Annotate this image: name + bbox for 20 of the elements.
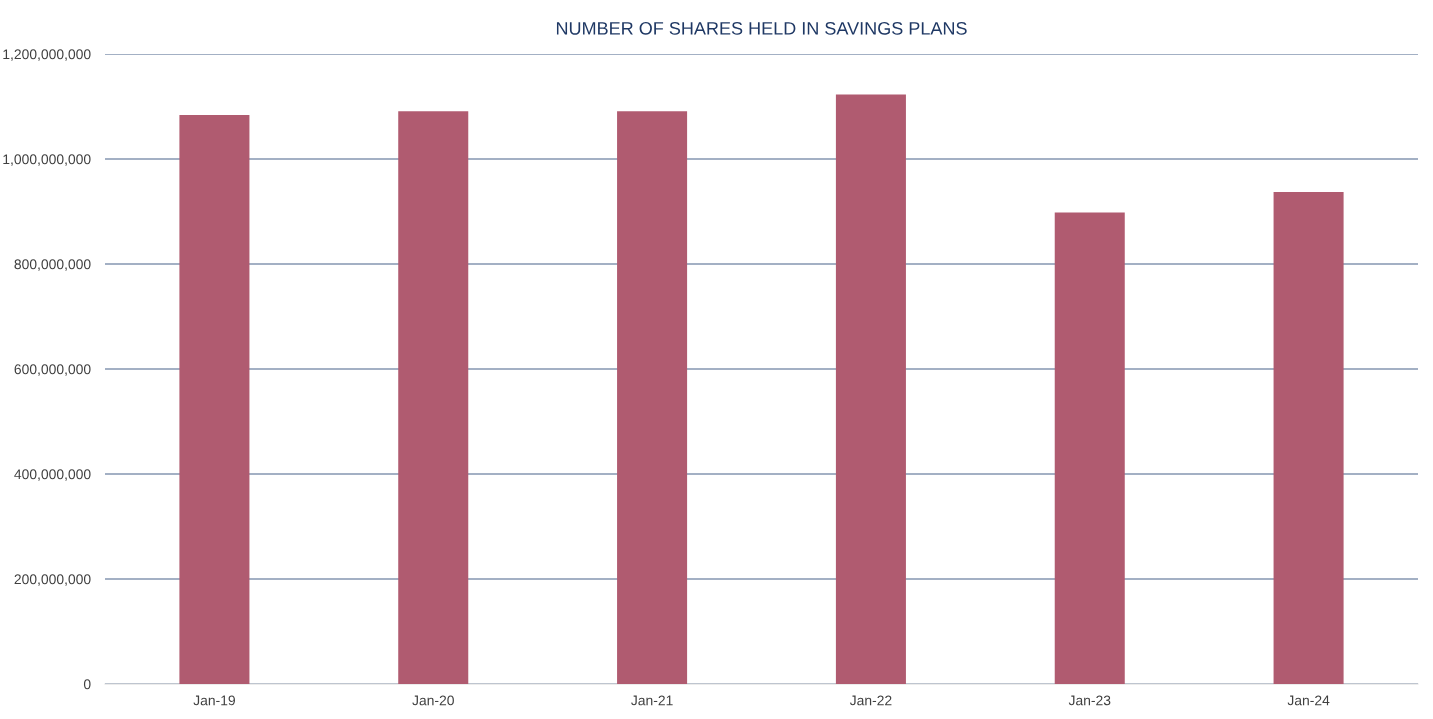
x-tick-label: Jan-22: [849, 695, 892, 706]
bar: [1054, 212, 1125, 684]
bar: [1273, 192, 1344, 684]
y-tick-label: 0: [83, 679, 91, 690]
x-tick-label: Jan-24: [1287, 695, 1330, 706]
x-tick-label: Jan-19: [193, 695, 235, 706]
y-tick-label: 600,000,000: [14, 364, 91, 376]
y-tick-label: 800,000,000: [14, 259, 91, 271]
bar: [835, 94, 906, 684]
bar: [398, 111, 469, 684]
y-tick-label: 1,200,000,000: [3, 49, 91, 61]
x-tick-label: Jan-21: [631, 695, 673, 706]
x-tick-label: Jan-23: [1068, 695, 1111, 706]
y-tick-label: 200,000,000: [14, 574, 91, 586]
bar: [179, 114, 250, 684]
chart-title: NUMBER OF SHARES HELD IN SAVINGS PLANS: [556, 21, 967, 35]
x-tick-label: Jan-20: [412, 695, 454, 706]
bar: [617, 111, 688, 684]
y-tick-label: 400,000,000: [14, 469, 91, 481]
y-tick-label: 1,000,000,000: [3, 154, 91, 166]
